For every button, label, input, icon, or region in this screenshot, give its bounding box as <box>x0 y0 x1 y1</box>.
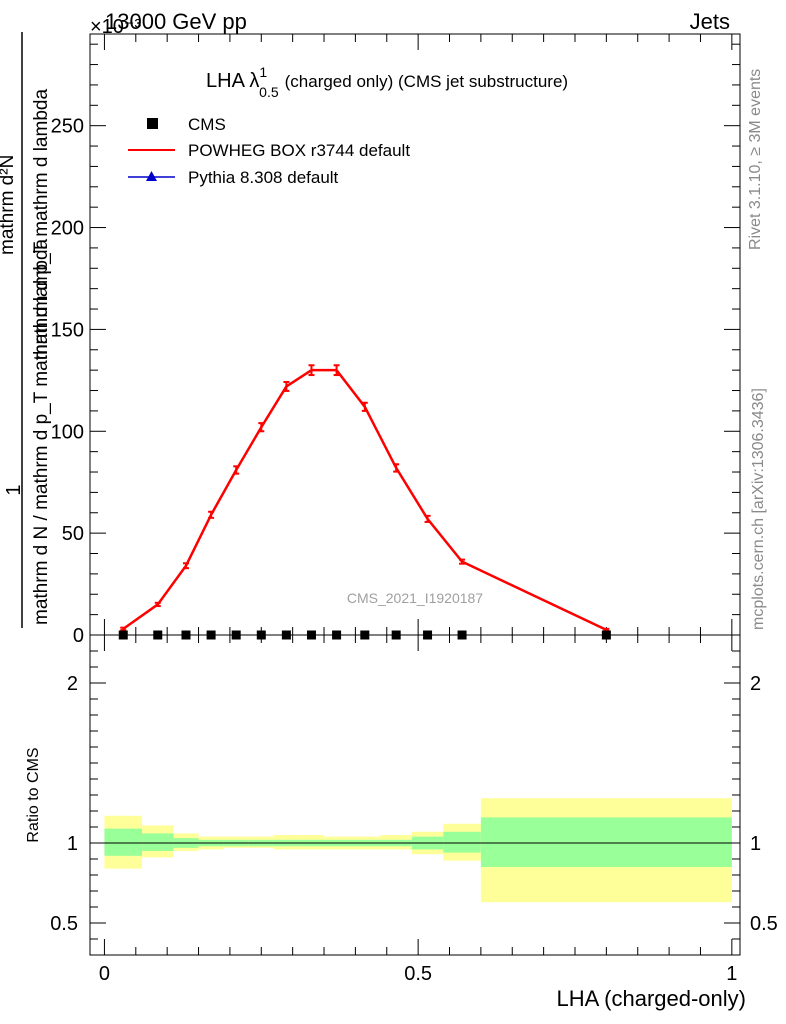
x-tick-label: 0.5 <box>404 963 432 985</box>
ratio-y-tick-label-right: 0.5 <box>750 913 778 935</box>
ratio-axes: 0.5 0.5 1 1 2 2 0 0.5 1 <box>50 635 778 985</box>
chart-title-sub: 0.5 <box>259 84 279 100</box>
main-y-tick-label: 250 <box>51 116 84 138</box>
legend-marker-pythia <box>146 171 157 181</box>
powheg-line <box>122 368 607 632</box>
main-y-tick-label: 150 <box>51 319 84 341</box>
ratio-y-tick-label-right: 2 <box>750 673 761 695</box>
header-energy-label: 13000 GeV pp <box>105 9 247 34</box>
y-label-bottom: mathrm d p_T mathrm d lambda <box>31 89 52 360</box>
legend-label-pythia: Pythia 8.308 default <box>188 168 339 187</box>
main-y-tick-label: 50 <box>62 523 84 545</box>
y-label-denominator: mathrm d N / mathrm d p_T mathrm d lambd… <box>31 238 52 625</box>
ratio-inner-band <box>104 828 143 856</box>
x-tick-label: 0 <box>99 963 110 985</box>
legend-marker-cms <box>147 118 158 129</box>
ratio-y-tick-label-right: 1 <box>750 833 761 855</box>
ratio-y-axis-label: Ratio to CMS <box>25 747 42 842</box>
x-tick-label: 1 <box>726 963 737 985</box>
legend-label-powheg: POWHEG BOX r3744 default <box>188 141 410 160</box>
ratio-bands-layer <box>90 798 740 903</box>
ratio-inner-band <box>142 833 174 851</box>
chart-title: LHA λ1 0.5 (charged only) (CMS jet substru… <box>206 64 568 100</box>
mcplots-reference-label: mcplots.cern.ch [arXiv:1306.3436] <box>750 388 767 630</box>
ratio-y-tick-label: 0.5 <box>50 913 78 935</box>
y-axis-exponent-label: ×10⁻³ <box>90 16 141 38</box>
y-label-numerator: 1 <box>3 484 25 495</box>
rivet-version-label: Rivet 3.1.10, ≥ 3M events <box>747 69 764 250</box>
main-y-tick-label: 0 <box>73 625 84 647</box>
x-axis-label: LHA (charged-only) <box>556 986 746 1011</box>
ratio-y-tick-label: 2 <box>67 673 78 695</box>
legend-label-cms: CMS <box>188 115 226 134</box>
header-process-label: Jets <box>690 9 730 34</box>
ratio-inner-band <box>443 831 481 853</box>
main-axes: 0 50 100 150 200 250 <box>51 34 740 647</box>
analysis-watermark: CMS_2021_I1920187 <box>347 590 483 606</box>
chart-title-sup: 1 <box>259 64 267 80</box>
main-y-axis-label: 1 mathrm d N / mathrm d p_T mathrm d lam… <box>0 32 52 628</box>
chart-title-rest: (charged only) (CMS jet substructure) <box>285 72 568 91</box>
chart-title-main: LHA λ <box>206 70 259 92</box>
main-y-tick-label: 100 <box>51 421 84 443</box>
y-label-top: mathrm d²N <box>0 155 18 255</box>
ratio-plot-frame <box>89 634 741 956</box>
legend: CMS POWHEG BOX r3744 default Pythia 8.30… <box>128 115 410 187</box>
ratio-y-tick-label: 1 <box>67 833 78 855</box>
ratio-inner-band <box>480 817 732 867</box>
main-y-tick-label: 200 <box>51 218 84 240</box>
